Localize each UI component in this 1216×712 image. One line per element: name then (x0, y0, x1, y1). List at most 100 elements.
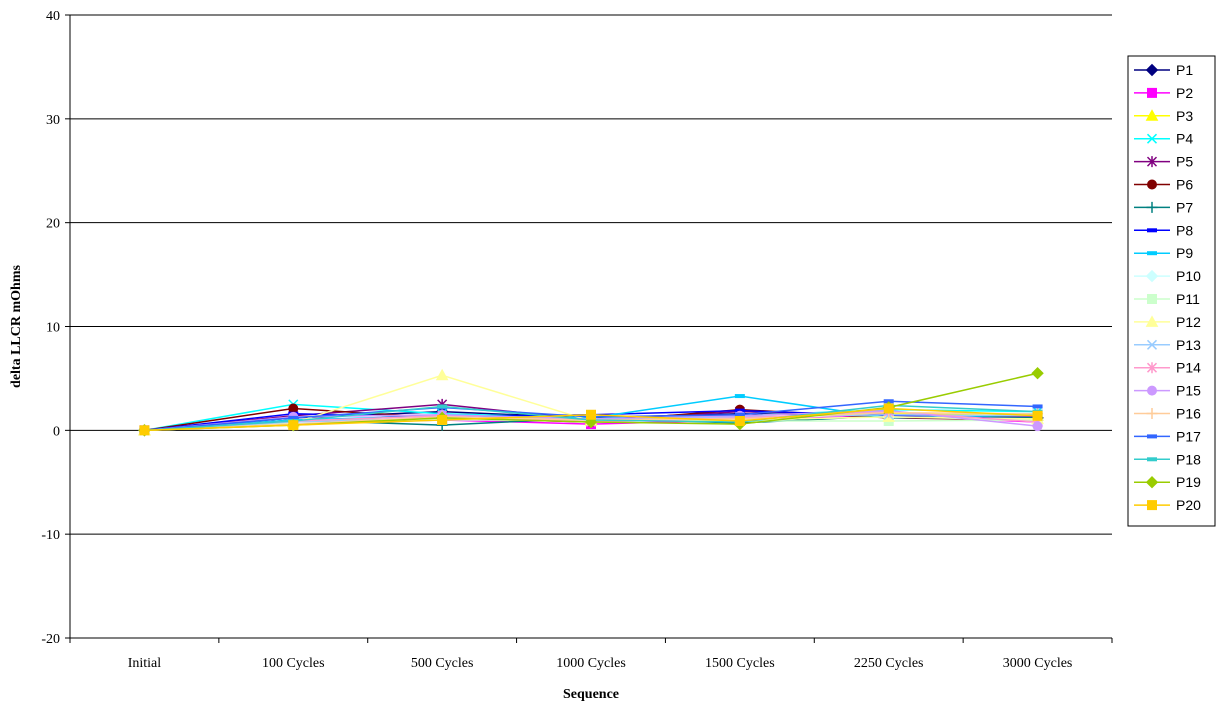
y-tick-label: 30 (46, 113, 60, 128)
legend-swatch-marker (1146, 133, 1158, 144)
legend-swatch-marker (1147, 228, 1157, 233)
legend-entry: P11 (1134, 291, 1200, 307)
series-p20 (139, 403, 1043, 436)
legend-label: P13 (1176, 337, 1201, 353)
legend-swatch-marker (1147, 87, 1157, 98)
data-point (734, 415, 745, 426)
legend-entry: P1 (1134, 62, 1193, 78)
legend-swatch-marker (1147, 385, 1157, 396)
legend-entry: P6 (1134, 177, 1193, 193)
x-tick-label: Initial (128, 656, 162, 671)
data-point (139, 425, 150, 436)
legend-box (1127, 55, 1216, 527)
legend-entry: P18 (1134, 451, 1201, 467)
data-point (1031, 367, 1044, 380)
data-point (437, 414, 448, 425)
legend-entry: P4 (1134, 131, 1193, 147)
legend-label: P12 (1176, 314, 1201, 330)
legend-swatch-marker (1145, 109, 1159, 121)
legend-swatch-marker (1147, 434, 1157, 439)
legend-label: P17 (1176, 428, 1201, 444)
legend-label: P5 (1176, 154, 1193, 170)
legend-label: P14 (1176, 360, 1201, 376)
y-tick-label: 40 (46, 9, 60, 24)
legend-entry: P16 (1134, 406, 1201, 422)
legend-entry: P12 (1134, 314, 1201, 330)
legend-swatch-marker (1145, 315, 1159, 327)
legend-swatch-marker (1146, 339, 1158, 350)
data-point (586, 409, 596, 420)
y-axis-title: delta LLCR mOhms (9, 265, 24, 388)
legend-label: P2 (1176, 85, 1193, 101)
legend-swatch-marker (1147, 179, 1157, 190)
data-point (1032, 410, 1043, 421)
legend-label: P4 (1176, 131, 1193, 147)
x-tick-label: 100 Cycles (262, 656, 325, 671)
legend-swatch-marker (1146, 156, 1158, 168)
legend-swatch-marker (1145, 269, 1159, 283)
data-point (437, 404, 448, 409)
data-point (288, 420, 299, 431)
legend-entry: P13 (1134, 337, 1201, 353)
y-tick-label: -10 (41, 528, 60, 543)
legend-swatch-marker (1146, 362, 1158, 374)
legend-label: P3 (1176, 108, 1193, 124)
data-point (288, 403, 299, 414)
x-axis-title: Sequence (563, 687, 619, 702)
legend-label: P20 (1176, 497, 1201, 513)
data-point (734, 412, 745, 417)
legend-entry: P3 (1134, 108, 1193, 124)
data-point (435, 368, 449, 381)
legend-label: P19 (1176, 474, 1201, 490)
y-tick-label: 10 (46, 321, 60, 336)
legend-entry: P14 (1134, 360, 1201, 376)
y-tick-label: 20 (46, 217, 60, 232)
series-lines (138, 367, 1044, 437)
data-point (883, 403, 894, 414)
legend-swatch-marker (1147, 294, 1157, 304)
legend-entry: P5 (1134, 154, 1193, 170)
legend-label: P16 (1176, 406, 1201, 422)
y-tick-label: -20 (41, 632, 60, 647)
legend-entry: P8 (1134, 222, 1193, 238)
x-tick-label: 1000 Cycles (556, 656, 626, 671)
legend-swatch-marker (1146, 201, 1158, 213)
legend-swatch-marker (1147, 251, 1157, 256)
legend-entry: P9 (1134, 245, 1193, 261)
legend-label: P8 (1176, 222, 1193, 238)
legend: P1 P2 P3 P4 P5 P6 P7 P8 P9 P10 P11 P12 P13 P14 P15 P16 P… (1127, 55, 1216, 527)
x-tick-label: 500 Cycles (411, 656, 474, 671)
legend-label: P6 (1176, 177, 1193, 193)
legend-label: P1 (1176, 62, 1193, 78)
axis-labels: delta LLCR mOhms Sequence (9, 265, 619, 702)
legend-swatch-marker (1146, 408, 1158, 419)
gridlines (70, 14, 1112, 639)
y-tick-label: 0 (53, 424, 60, 439)
x-tick-label: 3000 Cycles (1003, 656, 1073, 671)
legend-swatch-marker (1145, 475, 1159, 489)
legend-label: P10 (1176, 268, 1201, 284)
data-point (1032, 421, 1043, 432)
legend-label: P9 (1176, 245, 1193, 261)
legend-label: P18 (1176, 451, 1201, 467)
legend-entry: P19 (1134, 474, 1201, 490)
legend-entry: P17 (1134, 428, 1201, 444)
legend-swatch-marker (1147, 500, 1157, 511)
legend-swatch-marker (1147, 457, 1157, 462)
legend-entry: P2 (1134, 85, 1193, 101)
legend-entry: P7 (1134, 199, 1193, 215)
legend-entry: P10 (1134, 268, 1201, 284)
legend-label: P7 (1176, 199, 1193, 215)
legend-label: P11 (1176, 291, 1200, 307)
axes: -20 -10 0 10 20 30 40 Initial 100 Cycles 500 Cycl… (41, 9, 1113, 671)
x-tick-label: 1500 Cycles (705, 656, 775, 671)
legend-entry: P20 (1134, 497, 1201, 513)
data-point (1032, 404, 1043, 409)
x-tick-label: 2250 Cycles (854, 656, 924, 671)
legend-entry: P15 (1134, 383, 1201, 399)
legend-swatch-marker (1145, 63, 1159, 77)
legend-label: P15 (1176, 383, 1201, 399)
data-point (288, 415, 299, 420)
